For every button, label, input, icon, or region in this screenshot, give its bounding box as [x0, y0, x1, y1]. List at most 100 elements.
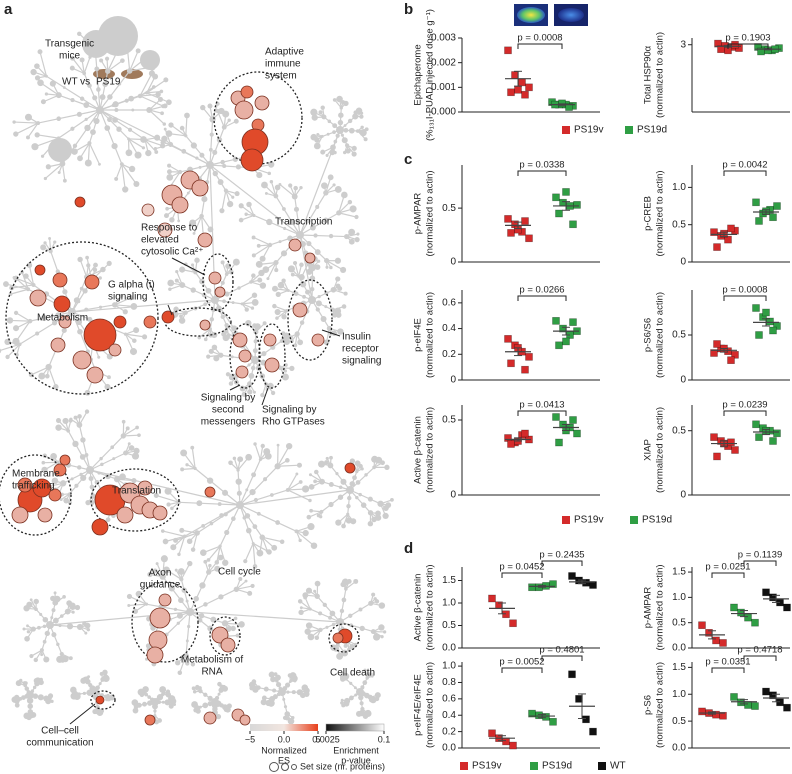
network-node: [263, 477, 268, 482]
y-tick-label: 0.5: [442, 415, 456, 426]
network-edge: [148, 99, 161, 111]
data-point: [698, 621, 706, 630]
network-edge: [309, 608, 341, 623]
data-point: [773, 202, 781, 210]
network-edge: [146, 79, 167, 94]
network-node: [57, 170, 61, 174]
y-tick-label: 0.0: [442, 643, 456, 654]
network-node: [267, 171, 271, 176]
network-node: [289, 365, 295, 372]
pathway-label: second: [212, 405, 244, 416]
network-node: [173, 702, 177, 706]
pathway-outline: [209, 616, 241, 656]
network-node: [346, 486, 354, 494]
network-node: [246, 201, 252, 208]
network-node: [235, 164, 241, 170]
network-node: [335, 276, 341, 282]
network-node: [299, 320, 305, 325]
network-edge: [209, 299, 216, 330]
network-edge: [267, 262, 277, 279]
network-edge: [222, 262, 228, 275]
network-node: [298, 609, 304, 615]
network-node: [292, 260, 298, 266]
network-node: [299, 692, 306, 699]
network-node: [176, 621, 180, 625]
network-edge: [208, 545, 221, 561]
network-edge: [128, 138, 144, 149]
network-node: [185, 463, 189, 467]
network-node: [302, 592, 309, 599]
network-node: [253, 497, 259, 503]
network-node: [251, 679, 257, 684]
enriched-pathway: [29, 289, 47, 307]
network-edge: [89, 452, 126, 471]
network-node: [228, 381, 234, 386]
p-value: p = 0.0251: [705, 562, 750, 573]
network-node: [37, 694, 44, 701]
network-node: [12, 120, 16, 124]
data-point: [573, 429, 581, 438]
y-tick-label: 0.001: [431, 82, 456, 93]
data-point: [755, 331, 763, 339]
network-node: [315, 307, 320, 312]
network-edge: [114, 297, 132, 306]
network-edge: [299, 212, 340, 236]
network-edge: [162, 530, 185, 537]
enriched-pathway: [58, 315, 72, 329]
network-node: [177, 552, 181, 557]
network-node: [211, 296, 219, 304]
network-node: [258, 269, 265, 277]
network-node: [75, 319, 83, 326]
network-node: [208, 147, 213, 152]
data-point: [559, 198, 567, 207]
network-node: [135, 590, 142, 598]
network-node: [353, 642, 358, 647]
network-node: [274, 308, 281, 316]
network-edge: [338, 201, 351, 214]
network-node: [50, 699, 54, 703]
network-node: [201, 196, 208, 203]
network-node: [79, 472, 83, 477]
network-edge: [209, 164, 227, 191]
network-edge: [266, 192, 277, 197]
network-node: [102, 669, 108, 676]
network-node: [51, 320, 58, 326]
network-node: [74, 483, 79, 488]
network-node: [251, 299, 259, 306]
network-node: [87, 316, 93, 322]
network-node: [36, 625, 41, 630]
enriched-pathway: [332, 632, 344, 644]
network-node: [332, 98, 337, 102]
network-edge: [296, 530, 315, 547]
network-node: [179, 314, 183, 319]
network-node: [253, 442, 257, 446]
legend-swatch: [530, 762, 538, 770]
network-node: [272, 303, 277, 309]
pathway-label: Signaling by: [201, 393, 255, 404]
data-point: [762, 687, 770, 696]
network-node: [13, 310, 19, 315]
data-point: [762, 588, 770, 597]
network-edge: [185, 135, 211, 166]
network-node: [238, 621, 245, 628]
network-edge: [13, 277, 34, 286]
enriched-pathway: [148, 630, 168, 650]
legend-swatch: [460, 762, 468, 770]
network-node: [274, 184, 281, 191]
network-edge: [205, 328, 211, 340]
network-node: [44, 373, 50, 379]
comparison-bracket: [723, 170, 767, 176]
network-node: [320, 315, 327, 322]
network-node: [305, 289, 311, 295]
network-node: [177, 219, 181, 223]
enriched-pathway: [197, 232, 213, 248]
enriched-pathway: [141, 203, 155, 217]
network-edge: [46, 93, 59, 96]
network-edge: [192, 532, 198, 550]
network-node: [197, 686, 202, 691]
network-edge: [89, 469, 241, 506]
network-node: [203, 559, 208, 564]
network-node: [114, 108, 119, 112]
network-node: [211, 698, 219, 706]
legend-label: WT: [610, 761, 626, 772]
